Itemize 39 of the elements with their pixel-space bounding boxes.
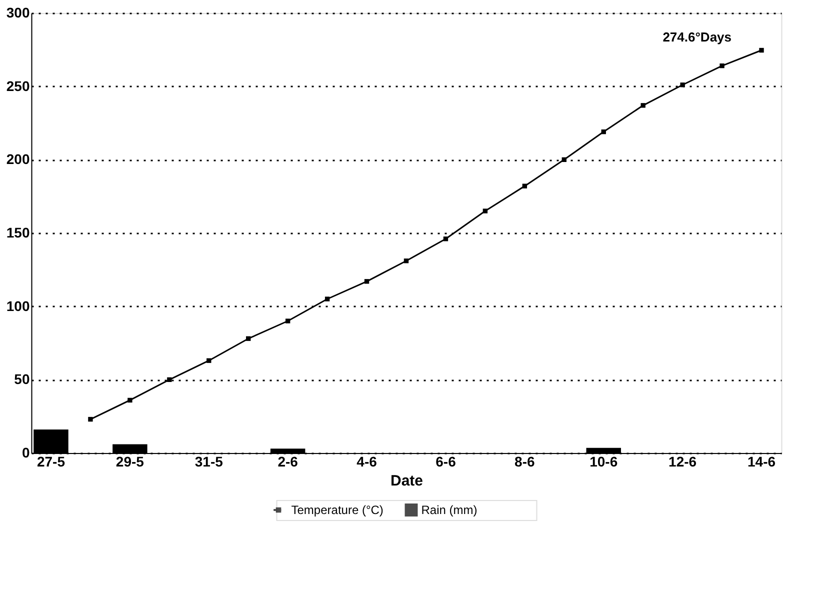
x-tick-label: 10-6 <box>590 454 618 470</box>
point <box>601 129 606 134</box>
y-tick-label: 250 <box>6 78 30 94</box>
y-tick-label: 0 <box>22 444 30 460</box>
point <box>482 208 488 214</box>
legend-label: Rain (mm) <box>421 503 478 517</box>
point <box>759 48 764 53</box>
point <box>720 63 724 68</box>
annotation: 274.6°Days <box>662 29 732 44</box>
point <box>167 377 172 382</box>
point <box>206 358 212 363</box>
point <box>404 258 409 264</box>
point <box>128 398 132 403</box>
x-axis-title: Date <box>390 472 424 490</box>
point <box>562 157 566 162</box>
x-tick-label: 6-6 <box>436 454 456 470</box>
point <box>640 103 646 108</box>
point <box>680 82 685 88</box>
y-tick-label: 300 <box>6 4 30 20</box>
point <box>285 318 290 324</box>
point <box>443 236 448 242</box>
x-tick-label: 31-5 <box>194 454 224 470</box>
x-tick-label: 8-6 <box>514 454 535 470</box>
point <box>88 416 93 422</box>
y-tick-label: 150 <box>6 224 30 240</box>
y-tick-label: 200 <box>6 151 30 168</box>
point <box>364 279 370 284</box>
point <box>324 296 330 302</box>
point <box>522 184 528 188</box>
legend-label: Temperature (°C) <box>291 503 384 517</box>
x-tick-label: 4-6 <box>356 454 378 470</box>
y-tick-label: 50 <box>14 371 30 388</box>
x-tick-label: 12-6 <box>668 454 697 470</box>
x-tick-label: 14-6 <box>748 454 776 470</box>
x-tick-label: 27-5 <box>36 454 66 470</box>
y-tick-label: 100 <box>6 298 30 314</box>
x-tick-label: 2-6 <box>278 454 298 470</box>
x-tick-label: 29-5 <box>116 454 144 470</box>
point <box>246 336 251 341</box>
